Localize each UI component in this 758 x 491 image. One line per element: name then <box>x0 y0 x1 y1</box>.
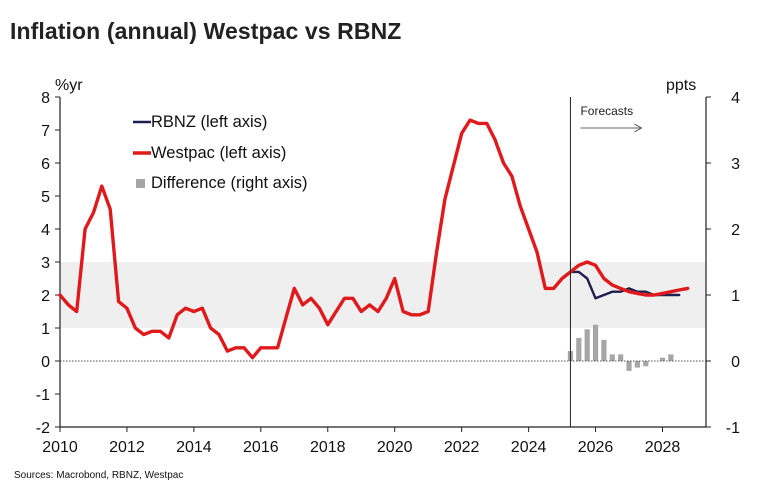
x-tick-label: 2010 <box>42 439 78 456</box>
difference-bar <box>592 324 599 361</box>
difference-bar <box>601 339 607 361</box>
x-tick-label: 2014 <box>176 439 212 456</box>
x-tick-label: 2024 <box>511 439 547 456</box>
left-tick-label: 7 <box>41 123 50 140</box>
left-tick-label: 0 <box>41 354 50 371</box>
difference-bar <box>609 354 615 361</box>
right-tick-label: 3 <box>731 156 740 173</box>
difference-bar <box>634 361 640 368</box>
left-axis-unit: %yr <box>55 77 83 94</box>
difference-bar <box>584 329 590 361</box>
right-tick-label: 1 <box>731 288 740 305</box>
x-tick-label: 2028 <box>645 439 681 456</box>
left-tick-label: 1 <box>41 321 50 338</box>
difference-bar <box>668 354 674 361</box>
x-tick-label: 2022 <box>444 439 480 456</box>
legend-label-difference: Difference (right axis) <box>151 174 308 192</box>
legend-swatch-difference <box>136 179 145 188</box>
right-tick-label: 0 <box>731 354 740 371</box>
westpac-line <box>58 118 690 360</box>
x-tick-label: 2026 <box>578 439 614 456</box>
left-tick-label: 4 <box>41 222 50 239</box>
left-tick-label: 2 <box>41 288 50 305</box>
right-tick-label: 2 <box>731 222 740 239</box>
x-tick-label: 2020 <box>377 439 413 456</box>
right-tick-label: -1 <box>726 420 740 437</box>
left-tick-label: 3 <box>41 255 50 272</box>
difference-bar <box>643 361 649 367</box>
legend-label-rbnz: RBNZ (left axis) <box>151 113 267 131</box>
left-tick-label: 5 <box>41 189 50 206</box>
legend-label-westpac: Westpac (left axis) <box>151 144 286 162</box>
difference-bar <box>659 357 666 361</box>
chart-title: Inflation (annual) Westpac vs RBNZ <box>10 18 402 44</box>
forecast-arrow-icon <box>634 123 643 133</box>
forecast-label: Forecasts <box>580 104 633 118</box>
x-tick-label: 2018 <box>310 439 346 456</box>
x-tick-label: 2012 <box>109 439 145 456</box>
right-axis-unit: ppts <box>666 77 696 94</box>
left-tick-label: 8 <box>41 90 50 107</box>
difference-bar <box>576 337 582 361</box>
target-band <box>60 262 706 328</box>
left-tick-label: -1 <box>36 387 50 404</box>
x-tick-label: 2016 <box>243 439 279 456</box>
difference-bar <box>618 354 624 361</box>
left-tick-label: 6 <box>41 156 50 173</box>
source-note: Sources: Macrobond, RBNZ, Westpac <box>14 470 184 481</box>
right-tick-label: 4 <box>731 90 740 107</box>
difference-bar <box>626 361 632 371</box>
left-tick-label: -2 <box>36 420 50 437</box>
